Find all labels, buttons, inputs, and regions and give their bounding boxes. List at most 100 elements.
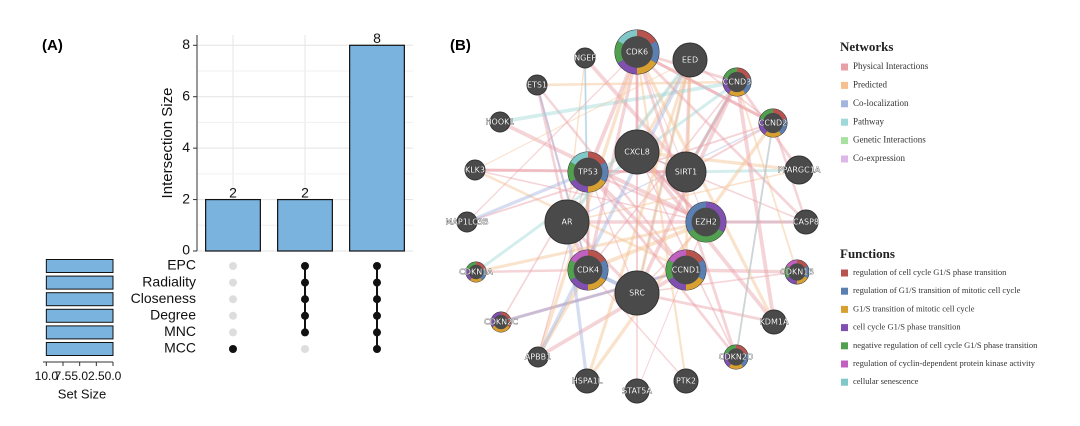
node-label: PTK2 <box>676 377 696 386</box>
node-core <box>621 36 653 68</box>
edge <box>535 84 569 223</box>
set-size-bar <box>45 275 114 290</box>
node-label: CDK4 <box>577 266 599 275</box>
edge <box>475 220 707 274</box>
node-core <box>493 314 509 330</box>
set-label: MCC <box>164 340 196 356</box>
node-label: AR <box>561 218 572 227</box>
edge <box>583 56 688 174</box>
node-label: CDKN1B <box>780 268 814 277</box>
membership-dot <box>301 278 309 287</box>
legend-label: negative regulation of cell cycle G1/S p… <box>853 340 1038 350</box>
node-label: CDKN1A <box>459 268 493 277</box>
legend-label: Co-expression <box>853 153 905 163</box>
set-size-bar <box>45 308 114 323</box>
x-tick-label: 0.0 <box>105 369 122 383</box>
edge <box>474 169 707 223</box>
membership-dot <box>301 295 309 304</box>
node <box>793 209 819 235</box>
set-size-bar <box>45 325 114 340</box>
legend-swatch <box>841 269 848 277</box>
edge <box>499 80 738 124</box>
legend-label: Predicted <box>853 79 887 89</box>
edge <box>587 269 687 382</box>
edge <box>500 171 589 323</box>
node <box>574 368 600 394</box>
node-label: NGEF <box>574 54 596 63</box>
node <box>574 47 596 69</box>
edge <box>735 81 776 323</box>
set-size-bar <box>45 342 114 356</box>
node-label: EED <box>682 56 698 65</box>
node-core <box>762 112 784 134</box>
node <box>489 111 511 133</box>
node <box>464 159 486 181</box>
edge <box>566 57 586 223</box>
legend-swatch <box>841 324 848 332</box>
edge <box>466 51 638 223</box>
panel-label: (A) <box>42 37 63 54</box>
edge <box>586 51 639 271</box>
legend-swatch <box>841 305 848 313</box>
x-tick-label: 5.0 <box>71 369 88 383</box>
node-label: SIRT1 <box>675 168 697 177</box>
membership-dot <box>373 262 381 270</box>
inactive-dot <box>229 311 237 320</box>
edge <box>587 170 707 224</box>
membership-dot <box>373 345 381 353</box>
node-label: CDKN2D <box>719 353 753 362</box>
membership-dot <box>373 328 381 337</box>
x-axis-title: Set Size <box>58 386 106 401</box>
node <box>527 346 549 368</box>
node <box>784 155 814 185</box>
node-core <box>727 348 745 366</box>
edge <box>635 51 738 358</box>
node-core <box>468 264 484 280</box>
set-label: Radiality <box>142 273 196 289</box>
edge <box>636 150 800 172</box>
legend-swatch <box>841 342 848 350</box>
node-label: CASP8 <box>793 218 819 227</box>
legend-label: cell cycle G1/S phase transition <box>853 322 961 332</box>
edge <box>585 59 692 382</box>
set-label: MNC <box>164 323 196 339</box>
edge <box>566 169 800 223</box>
node-label: APBB1 <box>525 353 551 362</box>
edge <box>466 170 589 224</box>
x-tick-label: 7.5 <box>55 369 72 383</box>
edge <box>537 171 589 358</box>
node-core <box>788 263 806 281</box>
edges <box>466 50 808 392</box>
set-label: Degree <box>150 307 196 323</box>
node-label: CCND2 <box>759 119 787 128</box>
membership-dot <box>301 311 309 320</box>
set-size-bar <box>45 259 114 273</box>
edge <box>736 81 798 273</box>
edge <box>536 80 738 87</box>
edge <box>587 81 738 271</box>
data-label: 2 <box>301 184 309 200</box>
y-tick-label: 4 <box>182 139 190 155</box>
node <box>614 270 660 316</box>
edge <box>636 50 774 125</box>
node <box>672 42 708 78</box>
y-axis-title: Intersection Size <box>159 88 176 199</box>
inactive-dot <box>229 295 237 304</box>
node-label: EZH2 <box>695 218 717 227</box>
node-label: HSPA1L <box>572 377 603 386</box>
node-label: CDK6 <box>626 48 648 57</box>
data-label: 8 <box>373 30 381 46</box>
edge <box>635 51 688 382</box>
node-core <box>691 207 721 237</box>
legend-swatch <box>841 155 848 163</box>
node-label: CCND3 <box>723 78 751 87</box>
node <box>673 368 699 394</box>
node <box>456 211 478 233</box>
legend-swatch <box>841 63 848 71</box>
edge <box>586 170 688 272</box>
edge <box>466 122 774 223</box>
legend-label: cellular senescence <box>853 376 919 386</box>
legend-swatch <box>841 118 848 126</box>
edge <box>536 51 639 358</box>
